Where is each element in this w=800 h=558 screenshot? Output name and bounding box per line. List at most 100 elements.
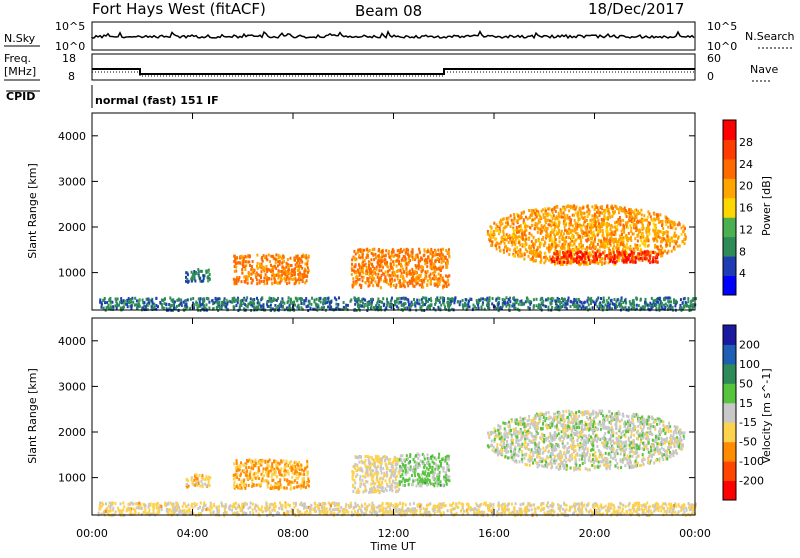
data-cell [255,273,257,276]
data-cell [647,210,649,213]
data-cell [554,206,556,209]
data-cell [553,260,555,263]
data-cell [258,466,260,469]
colorbar-segment [723,159,736,179]
data-cell [354,258,356,261]
data-cell [415,264,417,267]
data-cell [641,213,643,216]
data-cell [649,251,651,254]
data-cell [123,299,125,302]
data-cell [506,250,508,253]
data-cell [616,225,618,228]
data-cell [366,480,368,483]
data-cell [633,252,635,255]
data-cell [683,305,685,308]
data-cell [455,296,457,299]
data-cell [628,258,630,261]
data-cell [247,303,249,306]
station-title: Fort Hays West (fitACF) [92,0,266,18]
data-cell [588,258,590,261]
data-cell [625,209,627,212]
data-cell [518,225,520,228]
data-cell [681,227,683,230]
data-cell [387,273,389,276]
data-cell [551,306,553,309]
data-cell [188,280,190,283]
data-cell [239,304,241,307]
data-cell [236,462,238,465]
data-cell [629,254,631,257]
data-cell [263,303,265,306]
data-cell [262,260,264,263]
data-cell [630,230,632,233]
data-cell [247,305,249,308]
data-cell [632,259,634,262]
data-cell [692,298,694,301]
data-cell [271,475,273,478]
data-cell [225,306,227,309]
colorbar-tick-label: 12 [739,223,753,236]
data-cell [555,300,557,303]
data-cell [355,272,357,275]
data-cell [660,213,662,216]
data-cell [646,227,648,230]
data-cell [429,260,431,263]
data-cell [286,275,288,278]
data-cell [582,254,584,257]
data-cell [654,229,656,232]
data-cell [555,307,557,310]
data-cell [148,299,150,302]
data-cell [573,301,575,304]
data-cell [401,297,403,300]
data-cell [560,210,562,213]
data-cell [572,244,574,247]
data-cell [369,284,371,287]
data-cell [559,303,561,306]
data-cell [406,267,408,270]
data-cell [199,301,201,304]
data-cell [584,216,586,219]
data-cell [429,282,431,285]
data-cell [547,306,549,309]
data-cell [634,209,636,212]
data-cell [581,257,583,260]
data-cell [386,281,388,284]
data-cell [507,301,509,304]
data-cell [572,249,574,252]
data-cell [245,474,247,477]
data-cell [513,296,515,299]
data-cell [239,262,241,265]
data-cell [591,205,593,208]
data-cell [603,209,605,212]
data-cell [645,298,647,301]
data-cell [290,483,292,486]
data-cell [435,277,437,280]
data-cell [375,253,377,256]
data-cell [199,484,201,487]
data-cell [369,249,371,252]
data-cell [125,300,127,303]
data-cell [640,253,642,256]
data-cell [598,222,600,225]
data-cell [156,304,158,307]
data-cell [564,247,566,250]
data-cell [402,257,404,260]
data-cell [649,254,651,257]
data-cell [356,473,358,476]
data-cell [575,222,577,225]
data-cell [191,277,193,280]
data-cell [291,264,293,267]
data-cell [365,263,367,266]
data-cell [208,301,210,304]
data-cell [491,302,493,305]
data-cell [565,240,567,243]
data-cell [459,300,461,303]
data-cell [506,247,508,250]
data-cell [599,259,601,262]
data-cell [362,271,364,274]
data-cell [200,270,202,273]
data-cell [487,230,489,233]
data-cell [358,468,360,471]
data-cell [381,489,383,492]
